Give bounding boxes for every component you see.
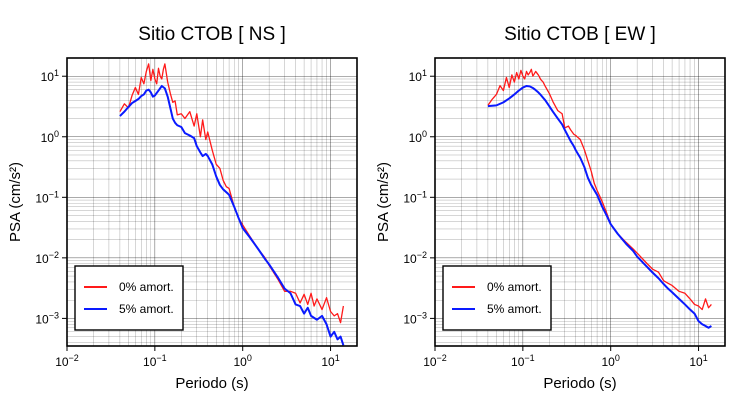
legend-label: 5% amort. (119, 302, 174, 316)
x-tick-label: 10−1 (511, 353, 535, 369)
chart-title: Sitio CTOB [ EW ] (504, 24, 656, 45)
series-line-0-damping (487, 68, 712, 311)
series-line-0-damping (119, 63, 345, 324)
y-tick-label: 101 (409, 68, 427, 84)
x-axis-label: Periodo (s) (175, 375, 248, 392)
x-tick-label: 10−1 (143, 353, 167, 369)
plot-frame (66, 57, 358, 347)
series-group (487, 68, 712, 329)
y-tick-label: 10−3 (35, 310, 59, 326)
y-tick-label: 10−2 (35, 250, 59, 266)
y-axis-label: PSA (cm/s²) (7, 162, 24, 242)
chart-panel-ew: 10−2 10−1 100 101 10−3 10−2 10−1 100 101 Sitio CT… (375, 24, 726, 392)
series-group (119, 63, 345, 346)
y-tick-label: 10−3 (403, 310, 427, 326)
chart-title: Sitio CTOB [ NS ] (138, 24, 285, 45)
y-tick-label: 10−1 (403, 189, 427, 205)
legend-label: 0% amort. (119, 280, 174, 294)
legend: 0% amort. 5% amort. (442, 265, 552, 331)
y-tick-label: 10−1 (35, 189, 59, 205)
legend-label: 5% amort. (487, 302, 542, 316)
y-tick-label: 100 (409, 129, 427, 145)
x-tick-label: 100 (602, 353, 620, 369)
x-tick-label: 10−2 (55, 353, 79, 369)
legend-label: 0% amort. (487, 280, 542, 294)
series-line-5-damping (119, 84, 345, 346)
series-line-5-damping (487, 84, 712, 329)
grid (67, 58, 357, 346)
x-tick-label: 10−2 (423, 353, 447, 369)
x-tick-label: 101 (321, 353, 339, 369)
y-tick-label: 10−2 (403, 250, 427, 266)
x-tick-label: 101 (689, 353, 707, 369)
x-tick-label: 100 (234, 353, 252, 369)
y-tick-label: 100 (41, 129, 59, 145)
x-axis-label: Periodo (s) (543, 375, 616, 392)
plot-frame (434, 57, 726, 347)
legend: 0% amort. 5% amort. (74, 265, 184, 331)
chart-panel-ns: 10−2 10−1 100 101 10−3 10−2 10−1 100 101 Sitio CT… (7, 24, 358, 392)
y-axis-label: PSA (cm/s²) (375, 162, 392, 242)
legend-box (442, 265, 552, 331)
legend-box (74, 265, 184, 331)
y-tick-label: 101 (41, 68, 59, 84)
